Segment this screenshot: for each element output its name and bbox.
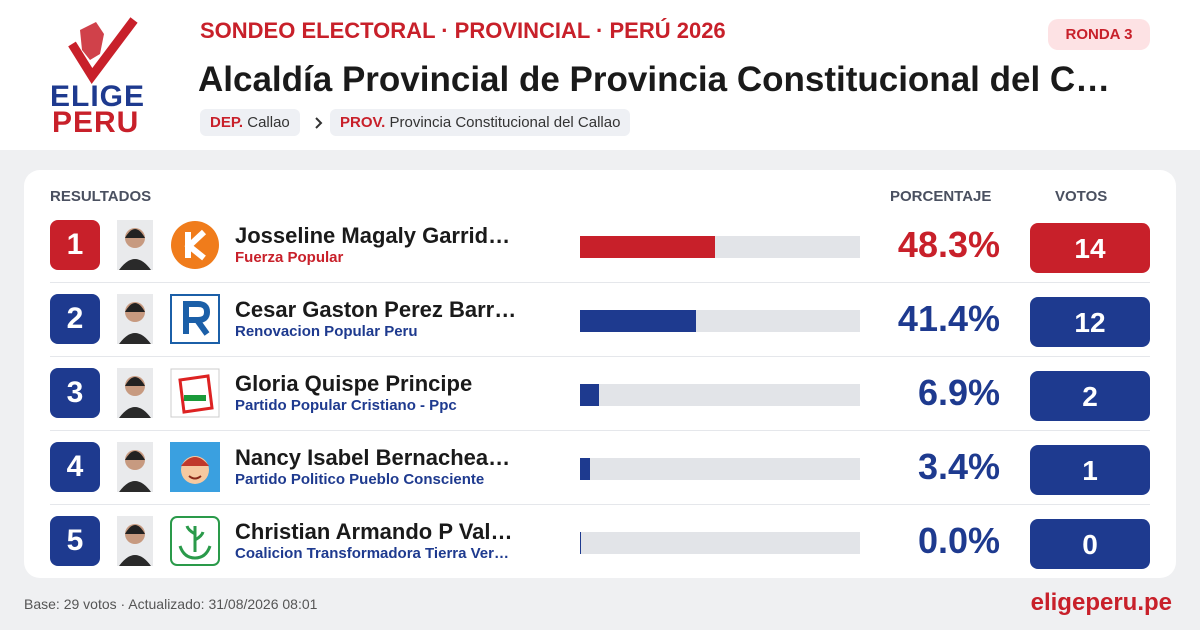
candidate-photo [117,220,153,270]
votes-badge: 2 [1030,371,1150,421]
row-divider [50,282,1150,283]
candidate-photo [117,368,153,418]
party-name: Fuerza Popular [235,249,344,266]
crumb-label: PROV. [340,114,386,131]
crumb-dep: DEP. Callao [200,109,300,136]
photo-figure [119,450,151,492]
logo-graphic [170,442,220,492]
rank-badge: 5 [50,516,100,566]
bar-track [580,532,860,554]
candidate-name: Gloria Quispe Principe [235,371,473,396]
brand-mark [68,17,138,84]
brand-line1: ELIGE [50,80,146,113]
percent-label: 3.4% [917,446,1000,487]
round-badge: RONDA 3 [1048,19,1150,50]
bar [580,532,581,554]
photo-figure [119,524,151,566]
crumb-prov: PROV. Provincia Constitucional del Calla… [330,109,631,136]
candidate-photo [117,516,153,566]
candidate-photo [117,294,153,344]
percent-label: 6.9% [917,372,1000,413]
candidate-name: Nancy Isabel Bernachea… [235,445,511,470]
col-results: RESULTADOS [50,188,152,205]
photo-figure [119,376,151,418]
footer-note: Base: 29 votos · Actualizado: 31/08/2026… [24,596,318,612]
col-votes: VOTOS [1055,188,1108,205]
bar-track [580,236,860,258]
photo-figure [119,228,151,270]
party-name: Partido Politico Pueblo Consciente [235,471,485,488]
logo-graphic [170,294,220,344]
votes-badge: 1 [1030,445,1150,495]
bar [580,384,600,406]
header: ELIGE PERU SONDEO ELECTORAL · PROVINCIAL… [0,0,1200,150]
crumb-value: Callao [247,114,290,131]
candidate-name: Josseline Magaly Garrid… [235,223,511,248]
footer-site: eligeperu.pe [1030,589,1172,616]
bar [580,236,716,258]
bar-track [580,384,860,406]
crumb-value: Provincia Constitucional del Callao [389,114,621,131]
percent-label: 0.0% [917,520,1000,561]
crumb-label: DEP. [210,114,244,131]
rank-badge: 4 [50,442,100,492]
col-percent: PORCENTAJE [890,188,992,205]
bar [580,458,590,480]
votes-badge: 0 [1030,519,1150,569]
votes-badge: 12 [1030,297,1150,347]
kicker: SONDEO ELECTORAL · PROVINCIAL · PERÚ 202… [200,18,726,43]
brand-line2: PERU [52,106,140,139]
candidate-photo [117,442,153,492]
party-name: Coalicion Transformadora Tierra Ver… [235,545,509,562]
logo-graphic [171,221,219,269]
bar [580,310,696,332]
candidate-name: Cesar Gaston Perez Barr… [235,297,517,322]
percent-label: 41.4% [897,298,1000,339]
rank-badge: 2 [50,294,100,344]
party-name: Renovacion Popular Peru [235,323,418,340]
rank-badge: 1 [50,220,100,270]
party-logo [170,442,220,492]
crumb-sep [315,117,323,129]
votes-badge: 14 [1030,223,1150,273]
row-divider [50,430,1150,431]
row-divider [50,356,1150,357]
party-logo [170,516,220,566]
party-logo [170,368,220,418]
bar-track [580,310,860,332]
rank-badge: 3 [50,368,100,418]
party-logo [170,294,220,344]
photo-figure [119,302,151,344]
row-divider [50,504,1150,505]
candidate-name: Christian Armando P Val… [235,519,513,544]
percent-label: 48.3% [897,224,1000,265]
logo-graphic [170,368,220,418]
party-name: Partido Popular Cristiano - Ppc [235,397,457,414]
bar-track [580,458,860,480]
logo-graphic [170,516,220,566]
title: Alcaldía Provincial de Provincia Constit… [198,60,1111,99]
party-logo [170,220,220,270]
